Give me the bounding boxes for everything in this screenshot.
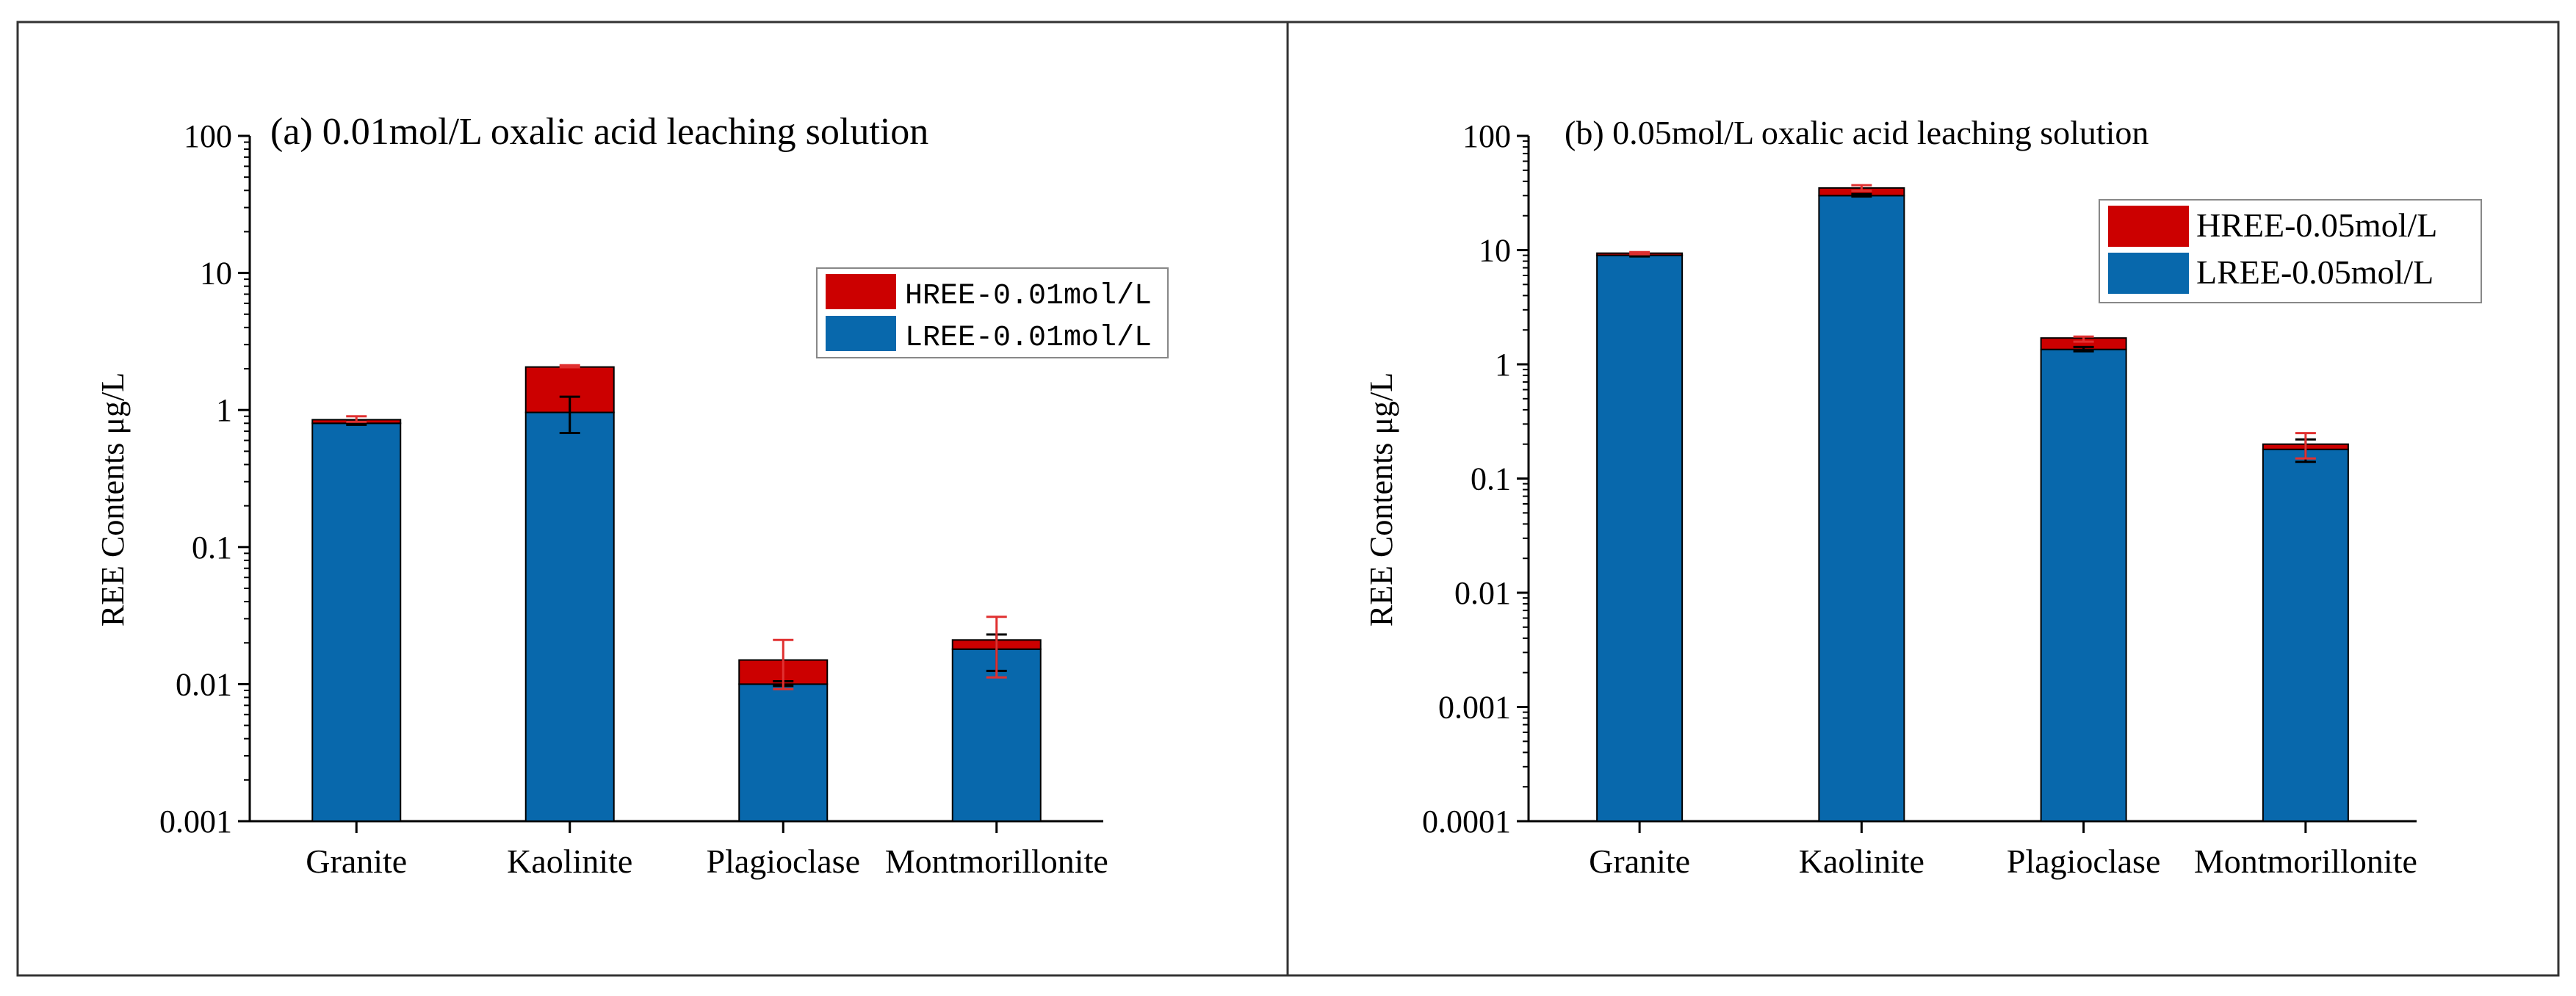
error-bar-hree-b	[1851, 184, 1872, 192]
error-bar-hree-b	[1629, 250, 1650, 256]
y-tick-label-a: 0.001	[159, 804, 232, 840]
legend-label-lree-b: LREE-0.05mol/L	[2196, 253, 2434, 291]
chart-b: 0.0001 0.001 0.01 0.1 1 10 100 Granite Kaolinite…	[1363, 114, 2482, 880]
y-tick-label-b: 100	[1462, 118, 1511, 154]
error-bar-lree-a	[559, 395, 580, 434]
y-tick-label-a: 0.01	[176, 666, 232, 702]
panel-b-frame	[1286, 21, 2560, 977]
y-tick-label-b: 0.0001	[1422, 804, 1511, 840]
bar-lree-b	[2040, 348, 2127, 822]
x-tick-label-b: Plagioclase	[2007, 842, 2161, 880]
y-tick-label-b: 10	[1479, 233, 1511, 269]
y-tick-label-b: 0.001	[1438, 690, 1511, 726]
y-tick-label-b: 1	[1495, 347, 1511, 383]
y-tick-label-a: 0.1	[192, 530, 232, 566]
bar-lree-a	[311, 422, 402, 822]
chart-a-title: (a) 0.01mol/L oxalic acid leaching solut…	[270, 111, 928, 153]
legend-label-hree-a: HREE-0.01mol/L	[905, 280, 1152, 313]
bar-lree-b	[2262, 448, 2349, 822]
error-bar-hree-b	[2073, 335, 2094, 343]
error-bar-hree-b	[2295, 432, 2316, 460]
error-bar-lree-b	[1851, 192, 1872, 198]
x-tick-label-b: Montmorillonite	[2194, 842, 2417, 880]
legend-swatch-hree-a	[826, 274, 896, 309]
x-tick-label-a: Kaolinite	[507, 842, 632, 880]
legend-swatch-lree-a	[826, 316, 896, 351]
chart-b-legend: HREE-0.05mol/L LREE-0.05mol/L	[2099, 199, 2482, 303]
bar-lree-b	[1818, 195, 1905, 823]
y-tick-label-b: 0.01	[1454, 575, 1511, 611]
chart-a: 0.001 0.01 0.1 1 10 100 Granite Kaolinite Plagio…	[95, 111, 1169, 880]
error-bar-hree-a	[986, 616, 1007, 679]
chart-a-ylabel: REE Contents μg/L	[95, 372, 131, 627]
error-bar-hree-a	[346, 415, 367, 423]
bar-lree-a	[524, 411, 615, 822]
legend-label-lree-a: LREE-0.01mol/L	[905, 322, 1152, 355]
x-tick-label-a: Plagioclase	[707, 842, 861, 880]
x-tick-label-a: Montmorillonite	[885, 842, 1108, 880]
y-tick-label-a: 10	[200, 256, 232, 292]
chart-b-title: (b) 0.05mol/L oxalic acid leaching solut…	[1565, 114, 2149, 151]
chart-b-ylabel: REE Contents μg/L	[1363, 372, 1399, 627]
legend-swatch-hree-b	[2108, 206, 2189, 247]
error-bar-hree-a	[559, 364, 580, 369]
x-tick-label-b: Kaolinite	[1799, 842, 1924, 880]
legend-label-hree-b: HREE-0.05mol/L	[2196, 206, 2437, 244]
y-tick-label-a: 1	[216, 392, 232, 428]
y-tick-label-a: 100	[184, 118, 232, 154]
y-tick-label-b: 0.1	[1471, 461, 1511, 497]
x-tick-label-b: Granite	[1589, 842, 1690, 880]
x-tick-label-a: Granite	[306, 842, 407, 880]
error-bar-lree-b	[2073, 345, 2094, 353]
legend-swatch-lree-b	[2108, 253, 2189, 294]
chart-a-legend: HREE-0.01mol/L LREE-0.01mol/L	[816, 267, 1169, 358]
bar-lree-b	[1596, 254, 1684, 822]
bar-lree-a	[738, 683, 829, 823]
error-bar-hree-a	[773, 638, 794, 690]
